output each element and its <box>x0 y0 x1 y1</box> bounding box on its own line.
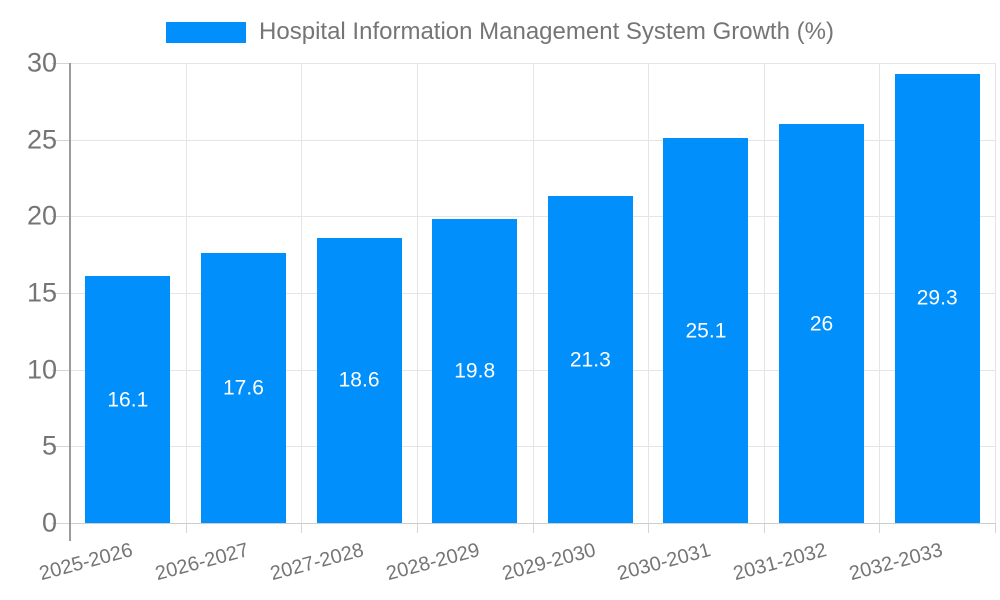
y-axis-tick-label: 15 <box>26 277 57 308</box>
x-axis-tick-label: 2026-2027 <box>152 539 251 586</box>
x-axis-tick <box>416 523 418 533</box>
x-axis-tick <box>301 523 303 533</box>
x-axis-line <box>70 523 995 524</box>
legend-label: Hospital Information Management System G… <box>259 18 834 45</box>
x-axis-tick <box>879 523 881 533</box>
gridline-vertical <box>185 63 187 523</box>
x-axis-tick <box>532 523 534 533</box>
x-axis-tick-label: 2031-2032 <box>730 539 829 586</box>
y-axis-tick-label: 0 <box>41 507 57 538</box>
y-axis-tick-label: 5 <box>41 430 57 461</box>
bar-value-label: 25.1 <box>685 319 727 343</box>
y-axis-tick <box>52 63 70 64</box>
x-axis-tick-label: 2030-2031 <box>615 539 714 586</box>
x-axis-tick <box>185 523 187 533</box>
bar[interactable]: 17.6 <box>200 253 286 523</box>
y-axis-tick <box>52 523 70 524</box>
y-axis-tick <box>52 446 70 448</box>
bar[interactable]: 18.6 <box>316 237 402 523</box>
y-axis-tick <box>52 216 70 218</box>
bar-value-label: 19.8 <box>454 359 496 383</box>
gridline-vertical <box>532 63 534 523</box>
bar[interactable]: 25.1 <box>663 138 749 523</box>
chart-legend[interactable]: Hospital Information Management System G… <box>0 15 1000 49</box>
y-axis-tick <box>52 139 70 141</box>
bar[interactable]: 29.3 <box>894 73 980 523</box>
y-axis-tick-label: 25 <box>26 124 57 155</box>
x-axis-tick-label: 2029-2030 <box>499 539 598 586</box>
y-axis-tick-label: 20 <box>26 200 57 231</box>
bar[interactable]: 21.3 <box>547 196 633 523</box>
bar-value-label: 29.3 <box>916 286 958 310</box>
y-axis-line <box>69 63 71 541</box>
gridline-vertical <box>879 63 881 523</box>
bar-value-label: 17.6 <box>223 376 264 400</box>
x-axis-tick <box>763 523 765 533</box>
x-axis-tick <box>648 523 650 533</box>
bar[interactable]: 16.1 <box>85 276 171 523</box>
x-axis-tick-label: 2032-2033 <box>846 539 945 586</box>
x-axis-tick <box>995 523 996 533</box>
gridline-vertical <box>301 63 303 523</box>
gridline-vertical <box>648 63 650 523</box>
x-axis-tick-label: 2025-2026 <box>37 539 136 586</box>
bar[interactable]: 26 <box>779 124 865 523</box>
y-axis-tick-label: 30 <box>26 47 57 78</box>
x-axis-tick-label: 2028-2029 <box>384 539 483 586</box>
x-axis-tick-label: 2027-2028 <box>268 539 367 586</box>
y-axis-tick <box>52 369 70 371</box>
y-axis-tick <box>52 293 70 294</box>
gridline-vertical <box>763 63 765 523</box>
bar-value-label: 21.3 <box>569 348 611 372</box>
bar-value-label: 26 <box>809 312 834 336</box>
y-axis-tick-label: 10 <box>26 354 57 385</box>
bar-value-label: 16.1 <box>107 388 149 412</box>
bar-value-label: 18.6 <box>338 368 380 392</box>
gridline-vertical <box>995 63 996 523</box>
legend-swatch <box>166 21 247 43</box>
gridline-vertical <box>416 63 418 523</box>
bar[interactable]: 19.8 <box>432 219 518 523</box>
